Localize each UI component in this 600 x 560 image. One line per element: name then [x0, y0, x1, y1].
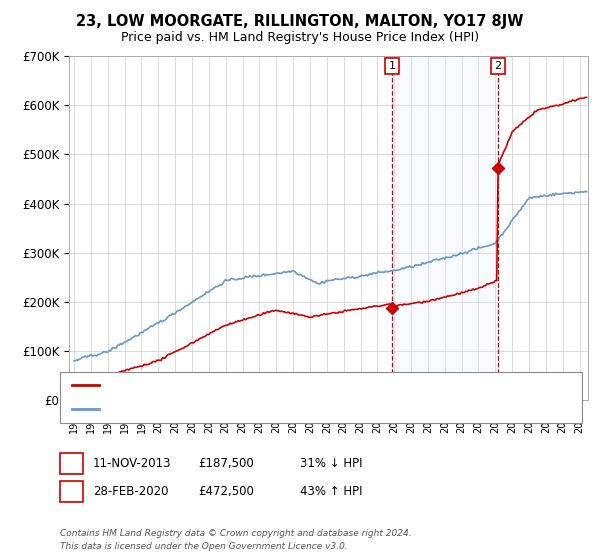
Text: 2: 2 [494, 61, 502, 71]
Text: £472,500: £472,500 [198, 485, 254, 498]
Text: 11-NOV-2013: 11-NOV-2013 [93, 457, 172, 470]
Text: Price paid vs. HM Land Registry's House Price Index (HPI): Price paid vs. HM Land Registry's House … [121, 31, 479, 44]
Text: 1: 1 [389, 61, 395, 71]
Text: 1: 1 [68, 457, 75, 470]
Text: 28-FEB-2020: 28-FEB-2020 [93, 485, 169, 498]
Text: HPI: Average price, detached house, North Yorkshire: HPI: Average price, detached house, Nort… [105, 404, 378, 414]
Text: 23, LOW MOORGATE, RILLINGTON, MALTON, YO17 8JW (detached house): 23, LOW MOORGATE, RILLINGTON, MALTON, YO… [105, 380, 482, 390]
Text: 2: 2 [68, 485, 75, 498]
Text: 31% ↓ HPI: 31% ↓ HPI [300, 457, 362, 470]
Text: 43% ↑ HPI: 43% ↑ HPI [300, 485, 362, 498]
Text: £187,500: £187,500 [198, 457, 254, 470]
Bar [392, 56, 498, 400]
Text: 23, LOW MOORGATE, RILLINGTON, MALTON, YO17 8JW: 23, LOW MOORGATE, RILLINGTON, MALTON, YO… [76, 14, 524, 29]
Text: Contains HM Land Registry data © Crown copyright and database right 2024.
This d: Contains HM Land Registry data © Crown c… [60, 529, 412, 550]
